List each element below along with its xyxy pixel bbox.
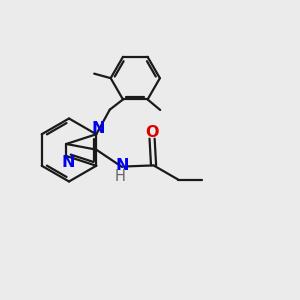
Text: H: H: [114, 169, 125, 184]
Text: O: O: [145, 124, 159, 140]
Text: N: N: [92, 121, 105, 136]
Text: N: N: [61, 155, 75, 170]
Text: N: N: [115, 158, 129, 173]
